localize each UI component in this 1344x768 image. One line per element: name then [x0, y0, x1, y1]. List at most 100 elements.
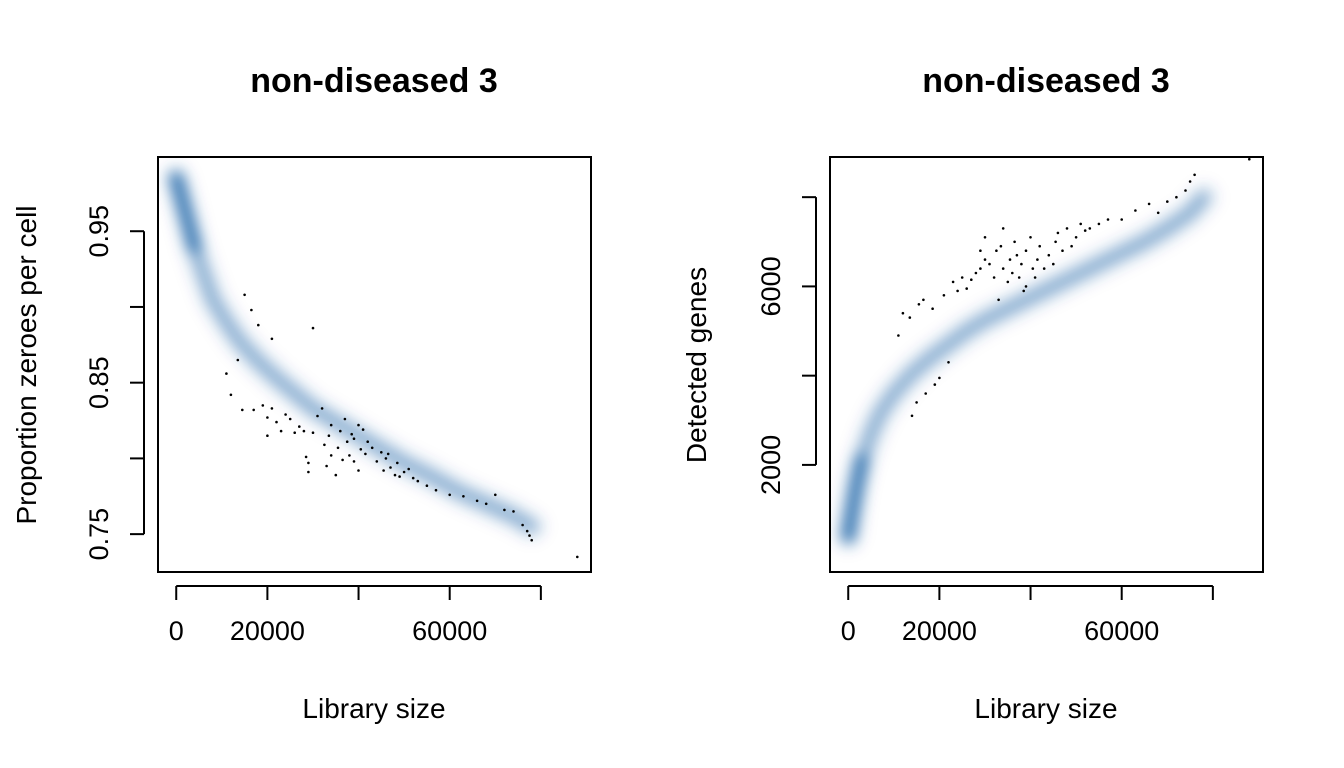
data-point: [528, 534, 531, 537]
data-point: [1134, 209, 1137, 212]
data-point: [307, 461, 310, 465]
data-point: [992, 276, 996, 279]
x-axis: 0 20000 60000: [841, 585, 1214, 646]
data-point: [366, 440, 370, 444]
density-layer: [161, 163, 547, 542]
data-point: [350, 432, 354, 436]
data-point: [243, 293, 246, 297]
data-point: [241, 408, 244, 412]
data-point: [910, 414, 914, 418]
data-point: [1001, 227, 1005, 230]
data-point: [370, 446, 374, 450]
data-point: [402, 470, 406, 474]
data-point: [1052, 262, 1055, 266]
data-point: [931, 307, 934, 311]
x-tick-label: 60000: [1084, 616, 1159, 646]
data-point: [1175, 195, 1178, 199]
data-point: [345, 440, 349, 444]
density-core: [841, 453, 869, 544]
data-point: [339, 429, 342, 433]
panel-right: non-diseased 3 0 20000 60000 2000 6000 Libr…: [681, 62, 1264, 724]
x-axis-label: Library size: [302, 693, 445, 724]
data-point: [995, 249, 998, 252]
data-point: [434, 488, 438, 492]
data-point: [1031, 267, 1035, 270]
data-point: [933, 383, 937, 386]
data-point: [266, 434, 269, 438]
data-point: [503, 508, 506, 512]
x-tick-label: 20000: [230, 616, 305, 646]
data-point: [386, 452, 390, 456]
data-point: [521, 523, 524, 527]
data-point: [329, 423, 333, 427]
density-band: [161, 163, 547, 542]
data-point: [1033, 276, 1037, 279]
data-point: [270, 407, 274, 410]
data-point: [393, 473, 397, 477]
data-point: [364, 452, 367, 456]
data-point: [396, 461, 399, 465]
data-point: [329, 454, 333, 457]
data-point: [1097, 222, 1101, 226]
data-point: [1188, 180, 1192, 183]
density-layer: [833, 182, 1219, 552]
chart-title: non-diseased 3: [250, 62, 498, 100]
data-point: [448, 493, 452, 497]
data-point: [525, 529, 529, 533]
data-point: [494, 493, 497, 497]
data-point: [304, 455, 308, 459]
x-tick-label: 0: [169, 616, 184, 646]
data-point: [357, 469, 360, 472]
data-point: [407, 467, 411, 471]
data-point: [288, 417, 292, 421]
data-point: [917, 303, 921, 306]
data-point: [924, 392, 927, 395]
data-point: [1036, 258, 1039, 261]
y-tick-label: 2000: [756, 435, 786, 495]
x-tick-label: 20000: [902, 616, 977, 646]
data-point: [327, 434, 331, 438]
y-axis: 2000 6000: [756, 196, 817, 495]
data-point: [1056, 231, 1060, 235]
data-point: [1024, 249, 1028, 252]
x-tick-label: 0: [841, 616, 856, 646]
data-point: [250, 308, 253, 312]
data-point: [1029, 236, 1032, 239]
data-point: [284, 413, 287, 416]
panel-left: non-diseased 3 0 20000 60000 0.750.850.95 …: [11, 62, 592, 724]
data-point: [357, 423, 360, 427]
data-point: [275, 420, 278, 424]
x-tick-label: 60000: [412, 616, 487, 646]
data-point: [225, 372, 228, 375]
data-point: [979, 267, 982, 270]
data-point: [425, 484, 429, 488]
data-point: [1006, 280, 1010, 284]
data-point: [938, 376, 941, 380]
data-point: [348, 454, 351, 457]
y-tick-label: 0.85: [84, 356, 114, 409]
data-point: [411, 476, 415, 480]
data-point: [915, 401, 918, 404]
data-point: [462, 495, 465, 498]
x-axis-label: Library size: [974, 693, 1117, 724]
data-point: [1065, 227, 1069, 230]
data-point: [951, 280, 955, 284]
data-point: [416, 479, 420, 483]
y-tick-label: 6000: [756, 256, 786, 316]
data-point: [389, 466, 392, 469]
y-axis-label: Detected genes: [681, 267, 712, 463]
density-band: [174, 176, 534, 529]
data-point: [1156, 211, 1160, 215]
data-point: [1120, 218, 1123, 221]
data-point: [922, 298, 925, 302]
data-point: [266, 416, 269, 419]
data-point: [336, 446, 340, 450]
data-point: [956, 289, 959, 293]
chart-title: non-diseased 3: [922, 62, 1170, 100]
data-point: [298, 425, 301, 428]
data-point: [1020, 262, 1023, 266]
data-point: [1166, 200, 1169, 203]
data-point: [252, 408, 255, 412]
data-point: [302, 429, 306, 433]
